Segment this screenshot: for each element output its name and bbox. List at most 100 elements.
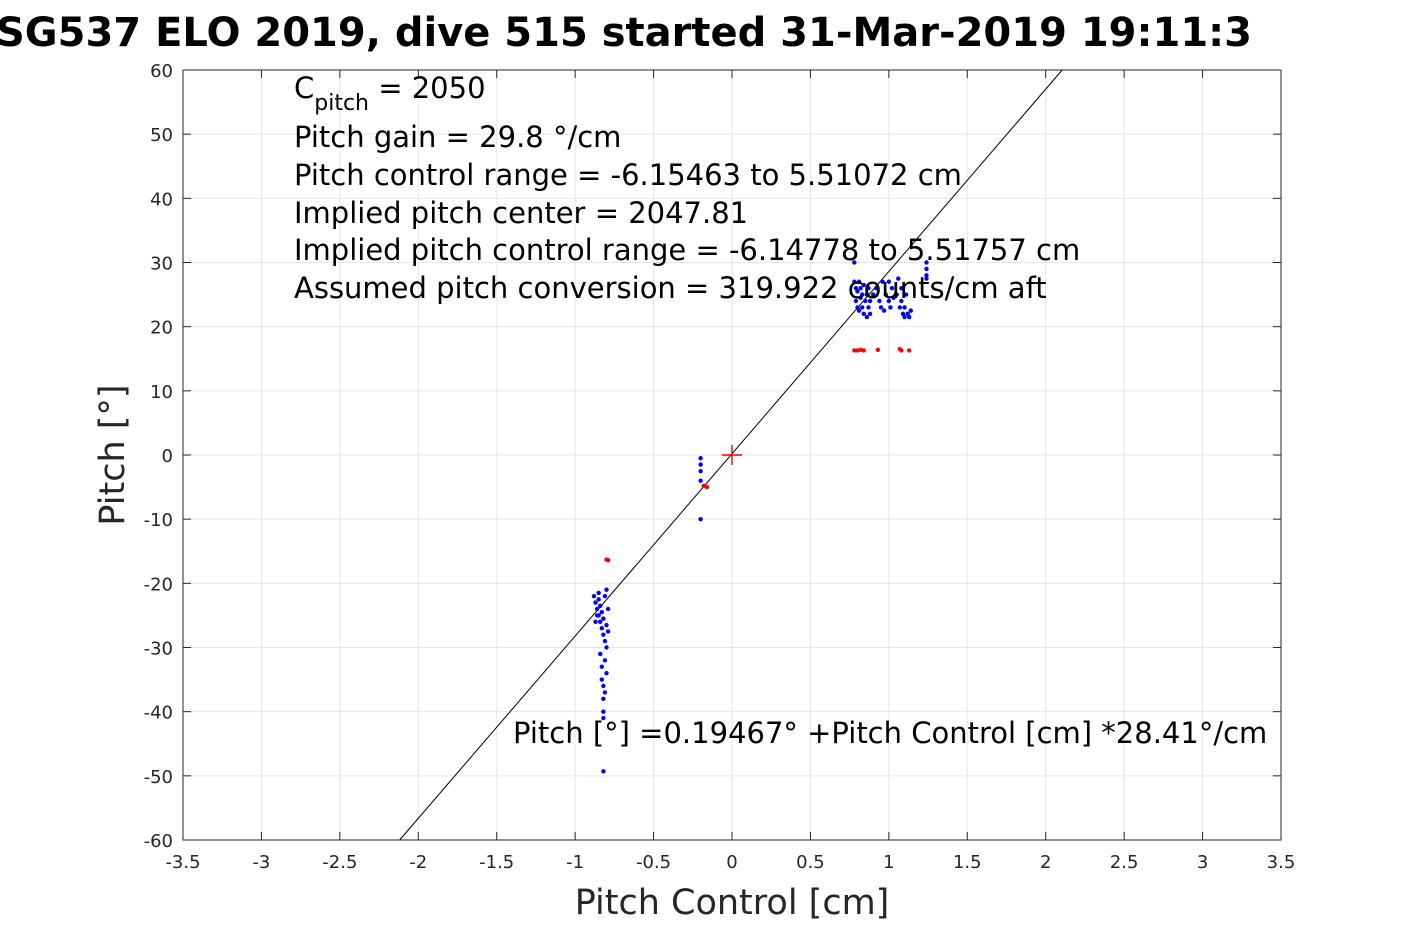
y-tick-label: 30 <box>150 254 173 275</box>
data-point <box>924 266 929 272</box>
x-tick-label: -3 <box>252 852 270 873</box>
data-point <box>864 292 870 297</box>
data-point <box>591 593 597 599</box>
x-tick-label: -1 <box>566 852 584 873</box>
data-point <box>698 462 703 467</box>
x-tick-label: 3.5 <box>1267 852 1296 873</box>
data-point <box>866 285 871 291</box>
x-tick-label: -0.5 <box>636 852 671 873</box>
data-point <box>593 600 598 605</box>
cpitch-annotation: Cpitch = 2050 <box>294 71 486 116</box>
data-point <box>599 664 605 669</box>
data-point <box>599 610 605 615</box>
data-points <box>591 260 929 774</box>
data-point <box>891 295 896 300</box>
implied-pitch-range-annotation: Implied pitch control range = -6.14778 t… <box>294 233 1080 267</box>
data-point <box>599 677 605 682</box>
data-point <box>601 683 606 689</box>
cpitch-value: = 2050 <box>369 71 486 105</box>
data-point <box>859 292 865 297</box>
data-point <box>902 305 907 310</box>
data-point <box>594 613 600 618</box>
data-point <box>704 484 710 490</box>
x-tick-labels: -3.5 -3 -2.5 -2 -1.5 -1 -0.5 0 0.5 1 1.5 2 2.5 3 3.5 <box>165 852 1295 873</box>
data-point <box>598 603 603 608</box>
data-point <box>886 279 892 284</box>
data-point <box>864 314 870 320</box>
data-point <box>886 298 892 304</box>
data-point <box>867 311 873 317</box>
data-point <box>903 292 909 297</box>
data-point <box>604 645 609 650</box>
data-point <box>601 769 606 774</box>
x-tick-label: 0.5 <box>796 852 825 873</box>
x-tick-label: 1.5 <box>953 852 982 873</box>
data-point <box>698 478 703 483</box>
data-point <box>596 590 601 596</box>
data-point <box>908 308 914 313</box>
pitch-conversion-annotation: Assumed pitch conversion = 319.922 count… <box>294 271 1047 305</box>
data-point <box>866 305 871 310</box>
data-point <box>867 298 873 304</box>
data-point <box>855 289 860 294</box>
data-point <box>874 285 879 291</box>
implied-pitch-center-annotation: Implied pitch center = 2047.81 <box>294 196 748 230</box>
data-point <box>924 260 929 265</box>
data-point <box>852 260 857 265</box>
y-tick-label: 10 <box>150 382 173 403</box>
y-axis-label: Pitch [°] <box>93 384 133 525</box>
cpitch-subscript: pitch <box>314 91 369 116</box>
x-tick-label: -1.5 <box>479 852 514 873</box>
y-tick-label: -30 <box>144 639 173 660</box>
y-tick-label: 20 <box>150 318 173 339</box>
y-tick-label: -40 <box>144 703 173 724</box>
data-point <box>875 347 881 352</box>
data-point <box>605 558 611 563</box>
data-point <box>598 619 603 625</box>
data-point <box>870 292 876 297</box>
pitch-gain-annotation: Pitch gain = 29.8 °/cm <box>294 120 621 154</box>
x-tick-label: 2 <box>1040 852 1051 873</box>
cpitch-base: C <box>294 71 314 105</box>
data-point <box>902 314 907 320</box>
data-point <box>593 619 598 625</box>
data-point <box>602 690 608 695</box>
data-point <box>880 279 885 284</box>
fit-equation-annotation: Pitch [°] =0.19467° +Pitch Control [cm] … <box>513 716 1267 750</box>
pitch-control-range-annotation: Pitch control range = -6.15463 to 5.5107… <box>294 158 962 192</box>
data-point <box>601 709 606 714</box>
y-tick-label: -10 <box>144 510 173 531</box>
data-point <box>698 468 703 474</box>
data-point <box>899 348 904 353</box>
data-point <box>601 715 606 721</box>
y-tick-label: 0 <box>162 446 173 467</box>
x-tick-label: -2.5 <box>322 852 357 873</box>
data-point <box>889 285 895 291</box>
data-point <box>924 273 929 278</box>
data-point <box>601 696 606 702</box>
data-point <box>897 305 903 310</box>
data-point <box>881 308 887 313</box>
x-tick-label: 0 <box>726 852 737 873</box>
data-point <box>596 597 601 602</box>
data-point <box>896 276 901 281</box>
data-point <box>863 298 868 304</box>
data-point <box>858 285 863 291</box>
center-marker <box>722 445 742 465</box>
data-point <box>601 632 606 637</box>
y-tick-label: -50 <box>144 767 173 788</box>
data-point <box>605 606 611 612</box>
data-point <box>605 629 611 634</box>
data-point <box>894 292 899 297</box>
plot-frame <box>182 69 1282 841</box>
data-point <box>907 314 912 320</box>
data-point <box>861 348 866 353</box>
data-point <box>853 298 859 304</box>
data-point <box>856 279 862 284</box>
data-point <box>852 279 857 284</box>
data-point <box>877 298 882 304</box>
y-tick-labels: -60 -50 -40 -30 -20 -10 0 10 20 30 40 50 60 <box>144 61 173 852</box>
data-point <box>899 298 904 304</box>
data-point <box>698 516 703 522</box>
data-point <box>602 658 608 663</box>
